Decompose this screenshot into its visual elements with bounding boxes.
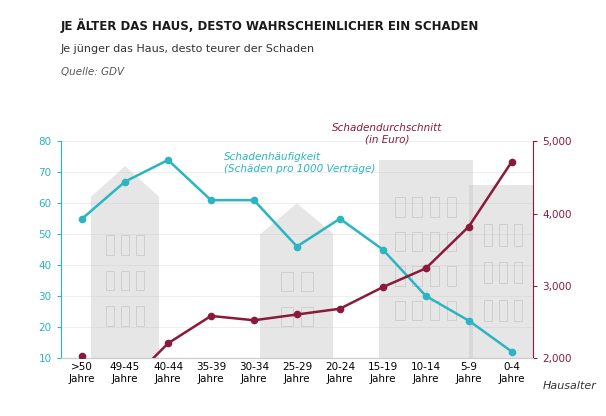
- Polygon shape: [91, 166, 159, 197]
- Bar: [514, 300, 522, 321]
- Text: Schadenhäufigkeit
(Schäden pro 1000 Verträge): Schadenhäufigkeit (Schäden pro 1000 Vert…: [224, 152, 375, 174]
- Bar: [430, 267, 439, 286]
- Bar: [430, 232, 439, 251]
- Bar: [106, 306, 114, 326]
- Bar: [106, 235, 114, 255]
- Bar: [301, 272, 313, 291]
- Bar: [413, 301, 422, 320]
- Bar: [447, 197, 456, 217]
- Bar: [281, 307, 293, 327]
- Bar: [301, 307, 313, 327]
- Bar: [136, 235, 144, 255]
- Bar: [447, 301, 456, 320]
- Bar: [136, 306, 144, 326]
- Bar: [121, 306, 129, 326]
- Bar: [499, 300, 507, 321]
- Bar: [484, 300, 492, 321]
- Bar: [281, 272, 293, 291]
- Bar: [395, 232, 405, 251]
- Bar: [395, 267, 405, 286]
- Polygon shape: [261, 203, 333, 234]
- Text: JE ÄLTER DAS HAUS, DESTO WAHRSCHEINLICHER EIN SCHADEN: JE ÄLTER DAS HAUS, DESTO WAHRSCHEINLICHE…: [61, 19, 479, 33]
- Bar: [395, 197, 405, 217]
- Bar: [447, 267, 456, 286]
- Text: Je jünger das Haus, desto teurer der Schaden: Je jünger das Haus, desto teurer der Sch…: [61, 44, 315, 54]
- Bar: [91, 197, 159, 358]
- Bar: [484, 224, 492, 245]
- Bar: [121, 235, 129, 255]
- Bar: [514, 224, 522, 245]
- Bar: [413, 232, 422, 251]
- Text: Schadendurchschnitt
(in Euro): Schadendurchschnitt (in Euro): [332, 123, 442, 144]
- Text: Hausalter: Hausalter: [542, 381, 596, 391]
- Bar: [499, 224, 507, 245]
- Bar: [261, 234, 333, 358]
- Bar: [413, 197, 422, 217]
- Bar: [499, 262, 507, 283]
- Bar: [514, 262, 522, 283]
- Bar: [469, 185, 538, 358]
- Bar: [484, 262, 492, 283]
- Bar: [395, 301, 405, 320]
- Bar: [430, 197, 439, 217]
- Bar: [106, 270, 114, 290]
- Bar: [447, 232, 456, 251]
- Bar: [379, 160, 473, 358]
- Bar: [430, 301, 439, 320]
- Bar: [136, 270, 144, 290]
- Bar: [121, 270, 129, 290]
- Text: Quelle: GDV: Quelle: GDV: [61, 67, 124, 77]
- Bar: [413, 267, 422, 286]
